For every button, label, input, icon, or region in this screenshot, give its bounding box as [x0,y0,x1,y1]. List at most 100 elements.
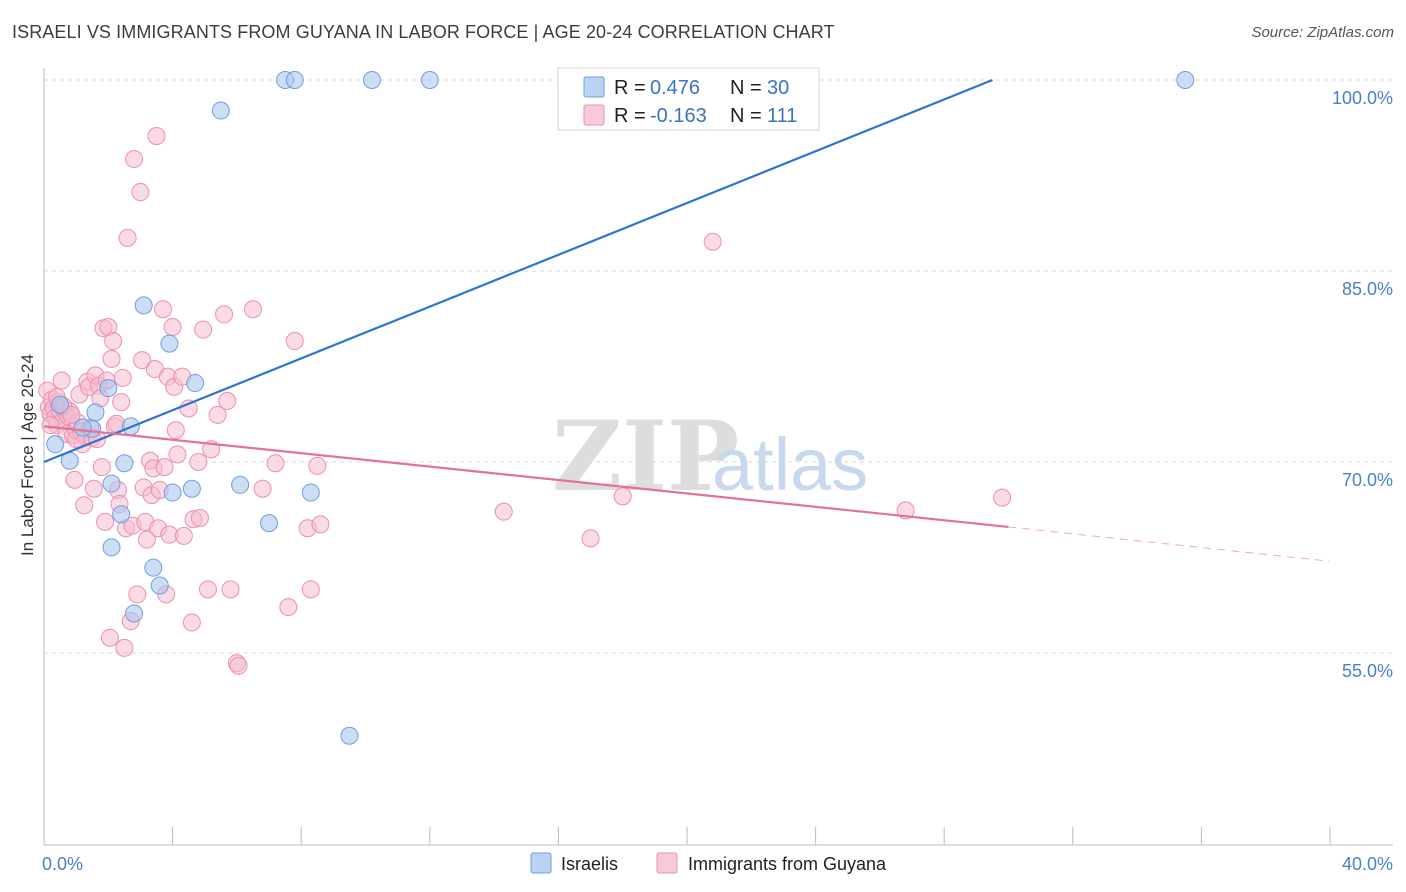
guyana-point [194,320,213,339]
axes: 55.0% 70.0% 85.0% 100.0% 0.0% 40.0% In Labor F… [18,68,1393,874]
guyana-point [218,391,237,410]
guyana-point [153,300,172,319]
guyana-point [155,458,174,477]
y-tick-label: 55.0% [1342,661,1393,681]
guyana-point [189,453,208,471]
israeli-point [182,479,201,498]
guyana-point [125,149,144,168]
guyana-point [308,456,327,475]
israeli-point [102,474,121,493]
israeli-trend-line [43,78,993,464]
israeli-point [163,483,182,502]
guyana-trend-extension [1008,526,1331,562]
guyana-point [168,445,187,464]
guyana-point [174,526,193,545]
watermark-zip: ZIP [552,400,739,513]
guyana-point [84,479,103,498]
legend-n-label: N = [730,105,762,127]
israeli-point [211,101,230,120]
israeli-point [186,374,205,393]
trend-lines [43,78,1331,562]
guyana-point [100,628,119,647]
israeli-point [51,395,70,414]
guyana-point [494,502,513,521]
legend-n-value: 111 [767,105,797,127]
bottom-legend-guyana: Immigrants from Guyana [688,854,887,874]
x-tick-label-max: 40.0% [1342,854,1393,874]
legend-swatch-guyana [583,104,605,126]
guyana-point [301,580,320,599]
israeli-point [86,403,105,422]
y-axis-label: In Labor Force | Age 20-24 [18,354,37,556]
guyana-point [266,454,285,473]
guyana-point [285,332,304,351]
israeli-point [46,435,65,454]
bottom-legend-swatch-guyana [656,852,678,874]
guyana-point [581,529,600,548]
guyana-point [65,470,84,489]
legend-swatch-israelis [583,76,605,98]
guyana-point [131,183,150,202]
legend-box: R = 0.476 N = 30 R = -0.163 N = 111 [557,67,820,131]
guyana-point [896,501,915,520]
guyana-point [166,421,185,440]
israeli-point [102,538,121,557]
guyana-point [104,332,123,351]
israeli-point [420,71,439,89]
y-tick-label: 100.0% [1332,88,1393,108]
israeli-point [99,379,118,398]
guyana-point [92,458,111,477]
legend-r-value: -0.163 [650,105,707,127]
guyana-point [208,405,227,424]
guyana-point [102,349,121,368]
guyana-point [613,487,632,506]
guyana-point [128,585,147,604]
guyana-point [163,318,182,337]
legend-r-label: R = [614,77,646,99]
guyana-point [113,368,132,387]
guyana-point [221,580,240,599]
guyana-point [41,416,60,435]
guyana-point [75,496,94,515]
israeli-point [134,296,153,315]
israeli-points [46,71,1195,745]
guyana-point [703,232,722,251]
israeli-point [362,71,381,89]
israeli-point [285,71,304,89]
israeli-point [231,475,250,494]
bottom-legend-israelis: Israelis [561,854,618,874]
guyana-point [112,393,131,412]
guyana-point [311,515,330,534]
israeli-point [125,604,144,623]
legend-n-label: N = [730,77,762,99]
grid-lines [44,79,1395,654]
guyana-point [96,512,115,531]
israeli-point [150,576,169,595]
source-label: Source: ZipAtlas.com [1251,24,1394,41]
israeli-point [112,505,131,524]
x-tick-label-min: 0.0% [42,854,83,874]
guyana-point [115,638,134,657]
guyana-point [147,127,166,146]
guyana-point [118,228,137,247]
israeli-point [73,418,92,437]
guyana-point [52,371,71,390]
israeli-point [301,483,320,502]
israeli-point [160,334,179,353]
guyana-point [229,656,248,675]
guyana-point [198,580,217,599]
guyana-point [993,488,1012,507]
bottom-legend-swatch-israelis [530,852,552,874]
guyana-point [62,405,81,424]
bottom-legend: Israelis Immigrants from Guyana [530,852,887,874]
israeli-point [1176,71,1195,89]
guyana-points [38,127,1012,675]
guyana-point [137,530,156,549]
israeli-point [144,558,163,577]
legend-r-value: 0.476 [650,77,700,99]
chart-title: ISRAELI VS IMMIGRANTS FROM GUYANA IN LAB… [12,22,835,42]
guyana-point [190,509,209,528]
guyana-point [279,598,298,617]
